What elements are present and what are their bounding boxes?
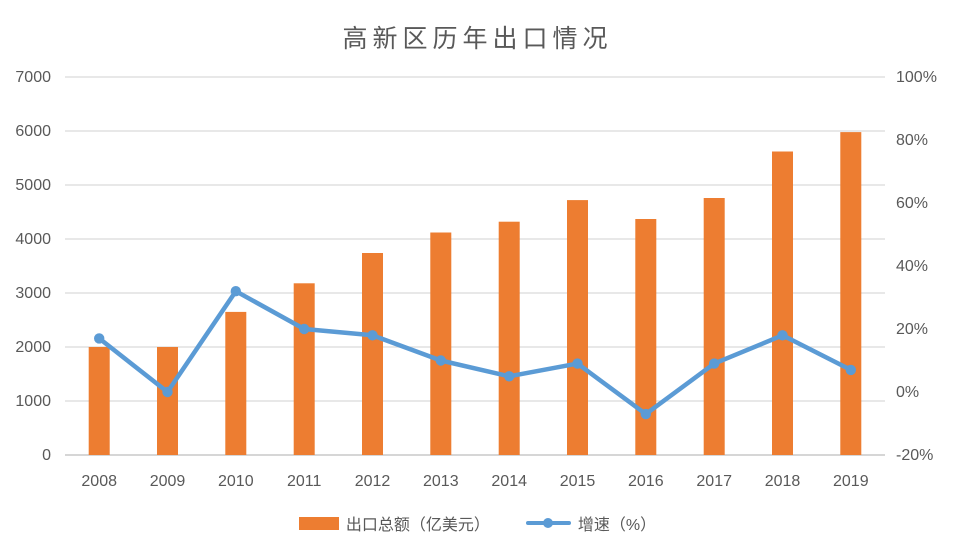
legend: 出口总额（亿美元） 增速（%） — [0, 511, 955, 535]
left-axis-tick-label: 5000 — [15, 177, 51, 194]
right-axis-tick-label: 60% — [896, 195, 928, 212]
x-axis-label-2017: 2017 — [696, 473, 732, 490]
line-series-swatch — [525, 517, 571, 530]
x-axis-label-2013: 2013 — [423, 473, 459, 490]
line-marker-2012 — [367, 330, 378, 341]
left-axis-tick-label: 0 — [42, 447, 51, 464]
x-axis-label-2011: 2011 — [287, 473, 322, 490]
bar-2010 — [225, 311, 247, 455]
x-axis-label-2010: 2010 — [218, 473, 254, 490]
left-axis-tick-label: 3000 — [15, 285, 51, 302]
bar-2018 — [772, 151, 793, 455]
gridlines — [65, 76, 885, 456]
line-marker-2017 — [709, 358, 720, 369]
bar-2013 — [430, 232, 452, 455]
left-axis-tick-label: 7000 — [15, 69, 51, 86]
legend-label-growth-rate: 增速（%） — [577, 517, 657, 534]
bar-2008 — [88, 347, 110, 455]
growth-rate-line — [96, 288, 854, 417]
bar-2016 — [635, 219, 657, 455]
bar-series — [88, 132, 862, 455]
x-axis-label-2008: 2008 — [81, 473, 117, 490]
x-axis-label-2019: 2019 — [833, 473, 869, 490]
right-axis-tick-label: 40% — [896, 258, 928, 275]
chart-title: 高新区历年出口情况 — [342, 26, 613, 53]
left-axis-tick-label: 2000 — [15, 339, 51, 356]
left-axis-labels: 0 1000 2000 3000 4000 5000 6000 7000 — [15, 69, 51, 464]
legend-item-growth-rate: 增速（%） — [525, 511, 657, 535]
x-axis-label-2009: 2009 — [150, 473, 186, 490]
bar-2015 — [567, 200, 588, 455]
line-marker-2013 — [435, 355, 446, 366]
line-marker-2015 — [572, 358, 583, 369]
x-axis-label-2014: 2014 — [491, 473, 527, 490]
x-axis-label-2015: 2015 — [560, 473, 596, 490]
bar-2009 — [157, 347, 178, 455]
right-axis-tick-label: 80% — [896, 132, 928, 149]
legend-item-export-total: 出口总额（亿美元） — [298, 511, 490, 535]
line-marker-2010 — [230, 286, 241, 297]
bar-2017 — [703, 198, 725, 455]
legend-label-export-total: 出口总额（亿美元） — [345, 517, 490, 534]
line-swatch-marker-dot — [543, 518, 554, 528]
bar-2019 — [840, 132, 862, 455]
right-axis-tick-label: 0% — [896, 384, 919, 401]
right-axis-labels: -20% 0% 20% 40% 60% 80% 100% — [896, 69, 937, 464]
line-marker-2011 — [299, 323, 310, 335]
left-axis-tick-label: 6000 — [15, 123, 51, 140]
bar-series-swatch — [298, 516, 339, 530]
line-marker-2019 — [845, 364, 856, 376]
line-marker-2016 — [640, 408, 651, 420]
line-marker-2018 — [777, 330, 788, 341]
left-axis-tick-label: 4000 — [15, 231, 51, 248]
bar-2012 — [362, 253, 383, 455]
x-axis-label-2018: 2018 — [765, 473, 801, 490]
right-axis-tick-label: 20% — [896, 321, 928, 338]
x-axis-label-2012: 2012 — [355, 473, 391, 490]
line-marker-2014 — [504, 371, 515, 382]
right-axis-tick-label: 100% — [896, 69, 937, 86]
left-axis-tick-label: 1000 — [15, 393, 51, 410]
bar-2014 — [498, 221, 520, 455]
line-marker-2009 — [162, 386, 173, 398]
line-marker-2008 — [94, 333, 105, 344]
x-axis-label-2016: 2016 — [628, 473, 664, 490]
x-axis-labels: 2008 2009 2010 2011 2012 2013 2014 2015 2016 2017… — [81, 473, 868, 490]
bar-2011 — [293, 283, 315, 455]
line-series — [94, 286, 856, 420]
right-axis-tick-label: -20% — [896, 447, 933, 464]
